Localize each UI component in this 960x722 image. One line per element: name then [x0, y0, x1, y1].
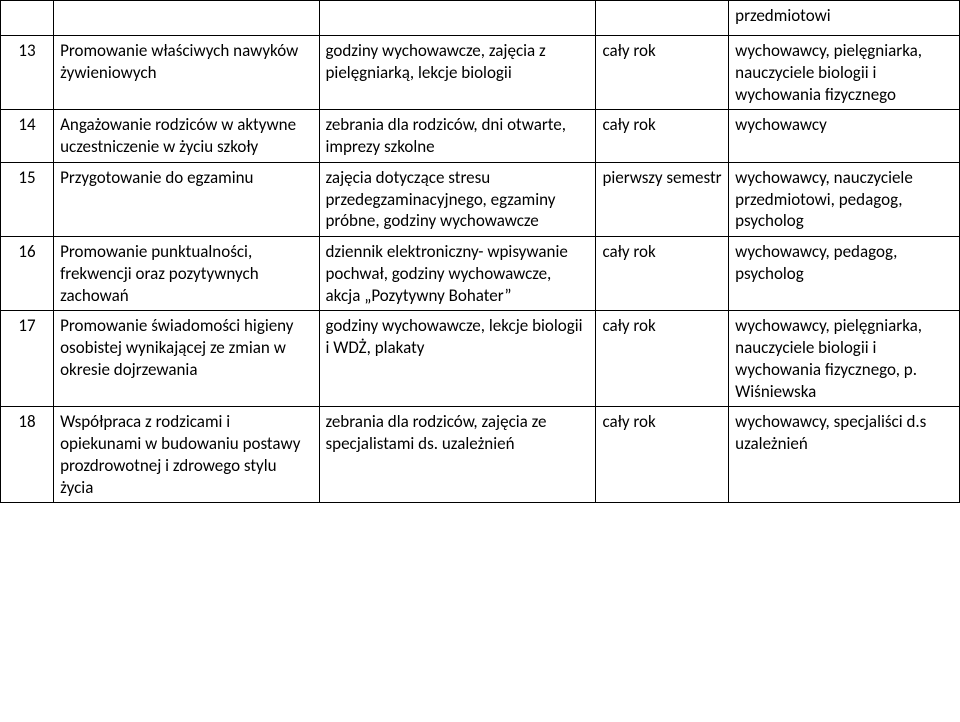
- cell-lp: 13: [1, 36, 54, 110]
- table-row: 18 Współpraca z rodzicami i opiekunami w…: [1, 407, 960, 503]
- cell-termin: cały rok: [596, 237, 729, 311]
- table-row: 16 Promowanie punktualności, frekwencji …: [1, 237, 960, 311]
- cell-zadanie: Angażowanie rodziców w aktywne uczestnic…: [54, 110, 319, 163]
- cell-termin: cały rok: [596, 110, 729, 163]
- cell-odpowiedzialni: wychowawcy, pielęgniarka, nauczyciele bi…: [729, 311, 960, 407]
- table-row: 14 Angażowanie rodziców w aktywne uczest…: [1, 110, 960, 163]
- cell-forma: dziennik elektroniczny- wpisywanie pochw…: [319, 237, 596, 311]
- cell-lp: 18: [1, 407, 54, 503]
- cell-termin: cały rok: [596, 311, 729, 407]
- cell-forma: zebrania dla rodziców, dni otwarte, impr…: [319, 110, 596, 163]
- cell-odpowiedzialni: wychowawcy, nauczyciele przedmiotowi, pe…: [729, 162, 960, 236]
- plan-table: przedmiotowi 13 Promowanie właściwych na…: [0, 0, 960, 503]
- cell-lp: 14: [1, 110, 54, 163]
- cell-odpowiedzialni: wychowawcy, specjaliści d.s uzależnień: [729, 407, 960, 503]
- cell-forma: godziny wychowawcze, zajęcia z pielęgnia…: [319, 36, 596, 110]
- cell-lp: [1, 1, 54, 36]
- document-page: przedmiotowi 13 Promowanie właściwych na…: [0, 0, 960, 722]
- cell-zadanie: Promowanie punktualności, frekwencji ora…: [54, 237, 319, 311]
- cell-termin: cały rok: [596, 407, 729, 503]
- cell-termin: pierwszy semestr: [596, 162, 729, 236]
- table-row: przedmiotowi: [1, 1, 960, 36]
- table-body: przedmiotowi 13 Promowanie właściwych na…: [1, 1, 960, 503]
- cell-forma: zajęcia dotyczące stresu przedegzaminacy…: [319, 162, 596, 236]
- cell-forma: godziny wychowawcze, lekcje biologii i W…: [319, 311, 596, 407]
- table-row: 17 Promowanie świadomości higieny osobis…: [1, 311, 960, 407]
- cell-lp: 17: [1, 311, 54, 407]
- cell-termin: [596, 1, 729, 36]
- cell-forma: zebrania dla rodziców, zajęcia ze specja…: [319, 407, 596, 503]
- cell-odpowiedzialni: przedmiotowi: [729, 1, 960, 36]
- cell-forma: [319, 1, 596, 36]
- cell-zadanie: Przygotowanie do egzaminu: [54, 162, 319, 236]
- cell-zadanie: Promowanie świadomości higieny osobistej…: [54, 311, 319, 407]
- cell-odpowiedzialni: wychowawcy, pedagog, psycholog: [729, 237, 960, 311]
- table-row: 13 Promowanie właściwych nawyków żywieni…: [1, 36, 960, 110]
- cell-lp: 16: [1, 237, 54, 311]
- cell-odpowiedzialni: wychowawcy: [729, 110, 960, 163]
- table-row: 15 Przygotowanie do egzaminu zajęcia dot…: [1, 162, 960, 236]
- cell-termin: cały rok: [596, 36, 729, 110]
- cell-odpowiedzialni: wychowawcy, pielęgniarka, nauczyciele bi…: [729, 36, 960, 110]
- cell-lp: 15: [1, 162, 54, 236]
- cell-zadanie: Współpraca z rodzicami i opiekunami w bu…: [54, 407, 319, 503]
- cell-zadanie: Promowanie właściwych nawyków żywieniowy…: [54, 36, 319, 110]
- cell-zadanie: [54, 1, 319, 36]
